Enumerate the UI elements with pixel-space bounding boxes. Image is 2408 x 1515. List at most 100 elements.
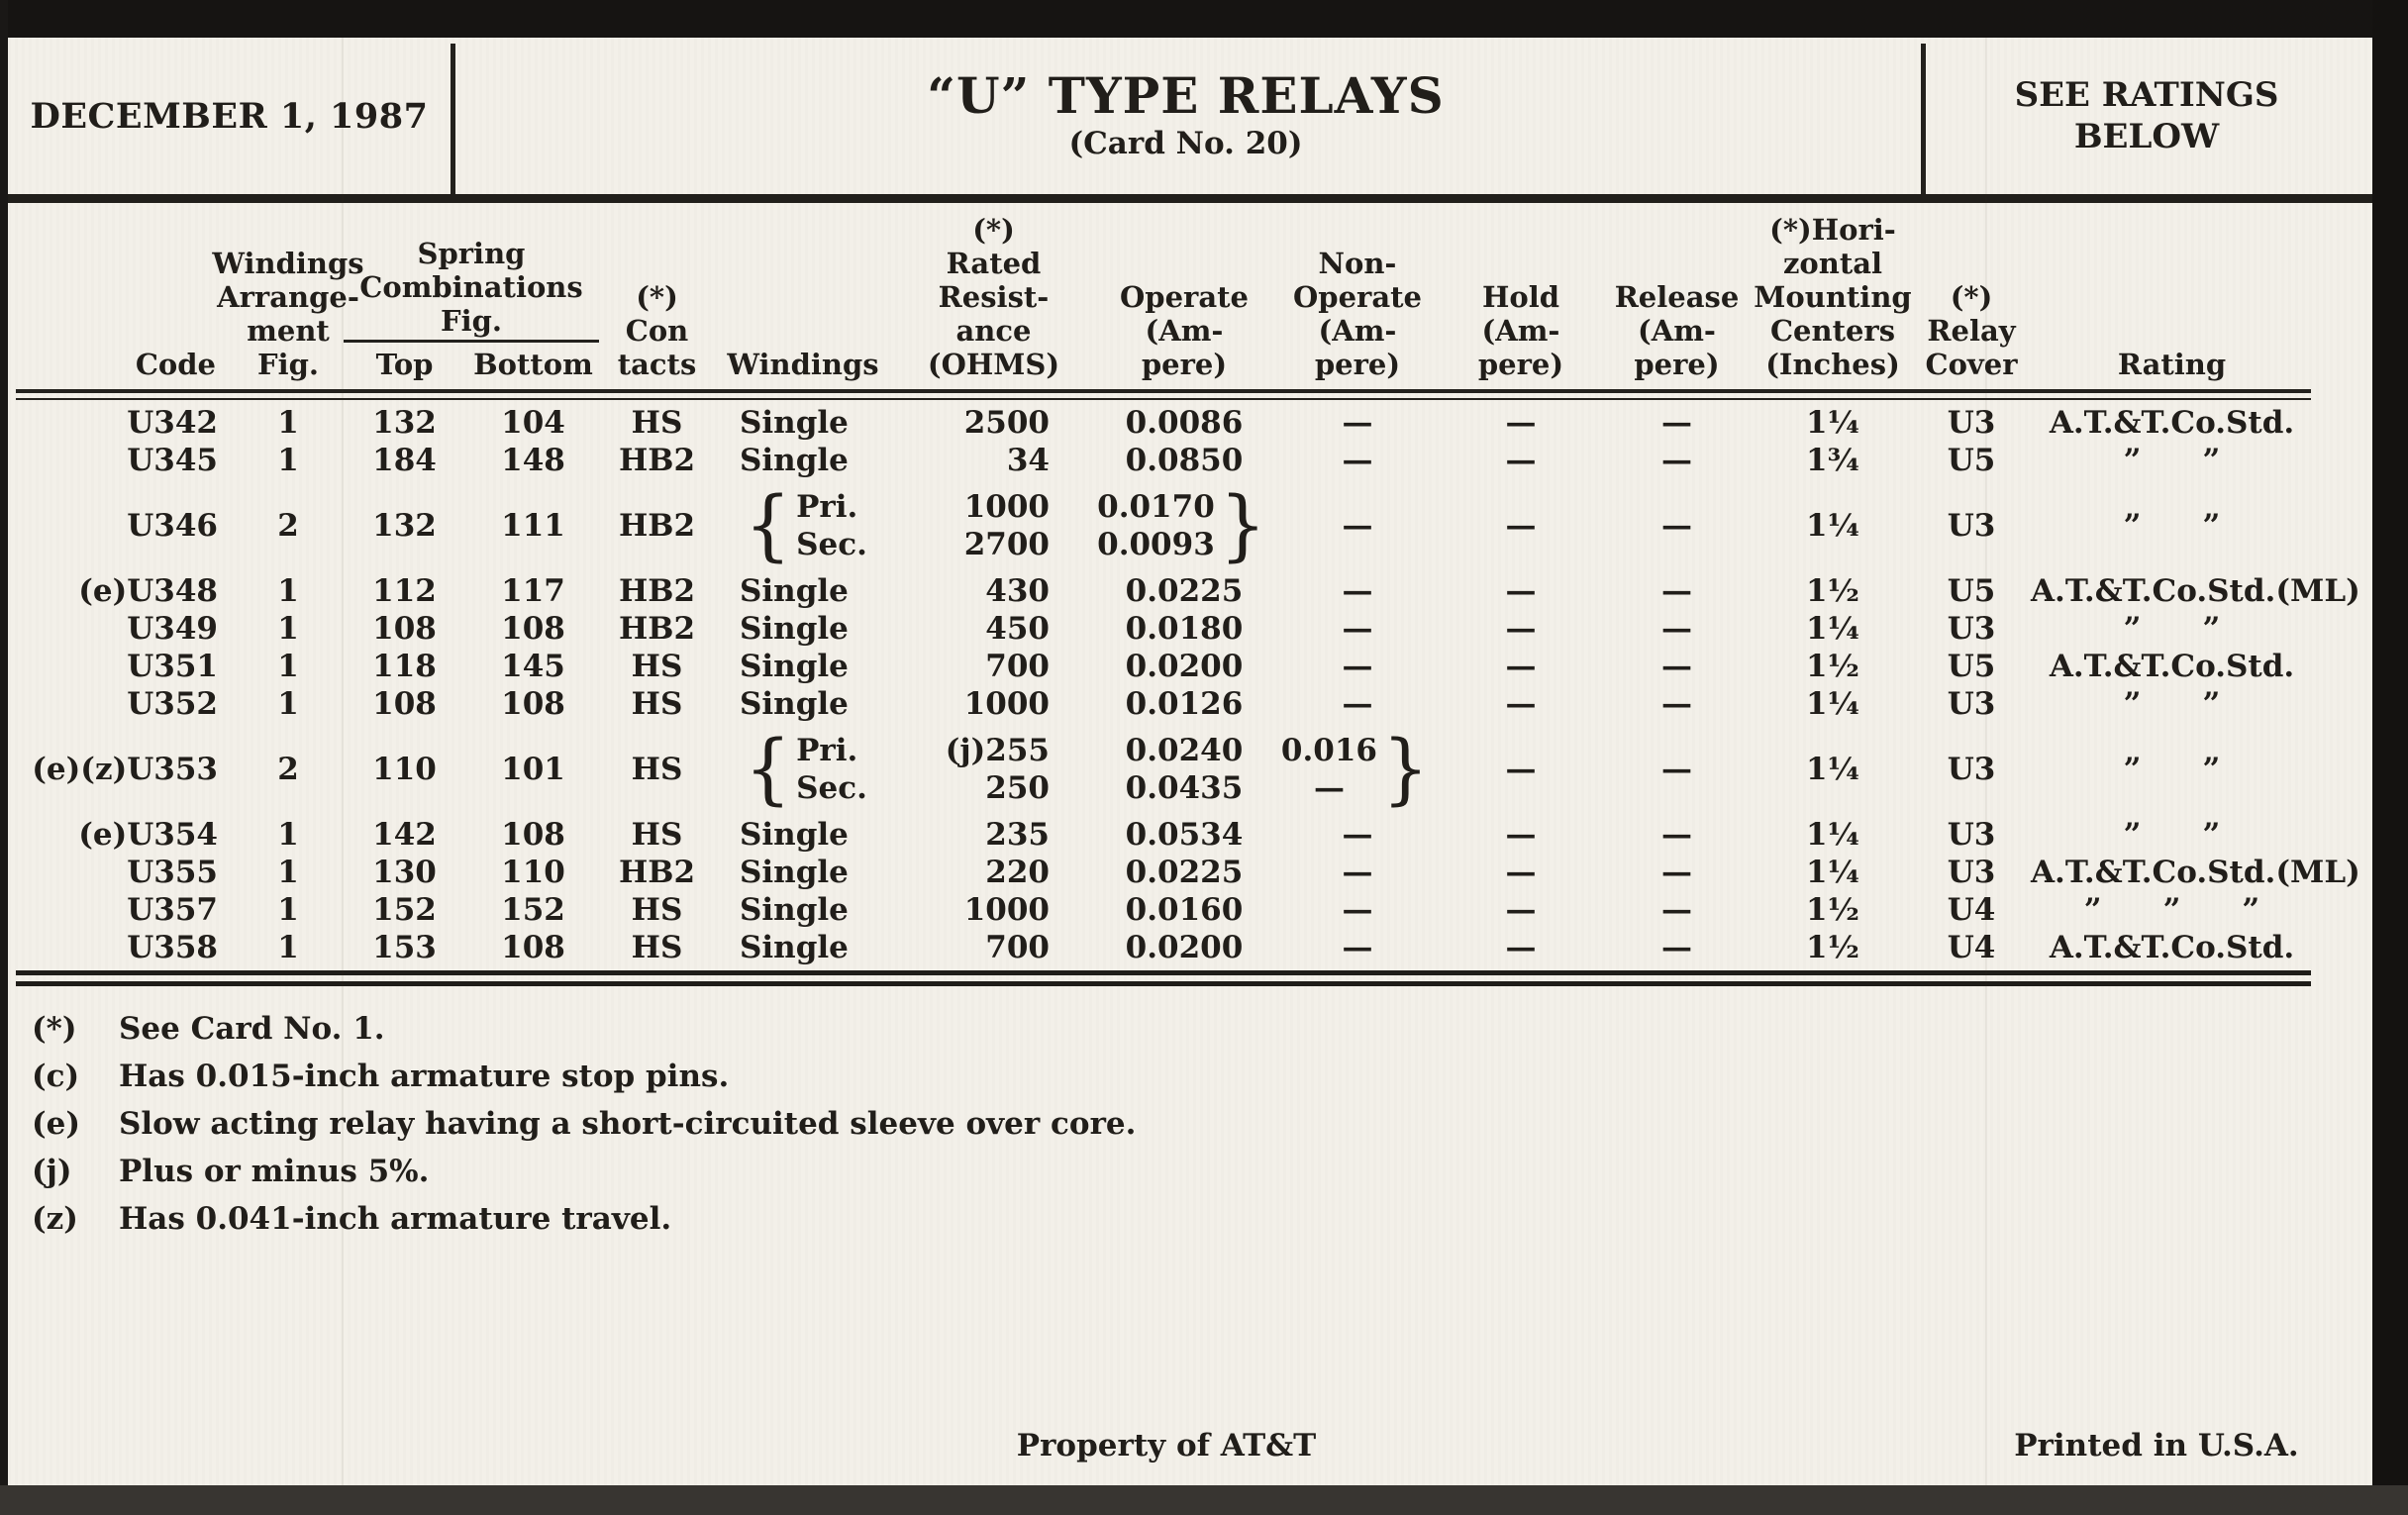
- cell-release: —: [1661, 611, 1692, 647]
- cell-rating: A.T.&T.Co.Std.: [2049, 405, 2295, 441]
- cell-windings: Single: [740, 817, 849, 853]
- cell-release: —: [1661, 573, 1692, 609]
- cell-mounting-centers: 1¼: [1806, 752, 1859, 787]
- cell-spring-top: 118: [372, 649, 437, 684]
- cell-mounting-centers: 1¼: [1806, 508, 1859, 544]
- cell-hold: —: [1505, 611, 1537, 647]
- cell-contacts: HB2: [618, 573, 696, 609]
- footnote-text: See Card No. 1.: [119, 1011, 385, 1047]
- cell-operate: 0.0170 0.0093}: [1097, 480, 1266, 571]
- cell-relay-cover: U5: [1947, 649, 1996, 684]
- footnote-text: Has 0.041-inch armature travel.: [119, 1201, 672, 1237]
- footnote-label: (j): [32, 1154, 72, 1189]
- winding-group-brace: {: [745, 480, 792, 571]
- winding-group-brace: {: [745, 724, 792, 815]
- cell-resistance: 450: [985, 611, 1050, 647]
- footnote: (*) See Card No. 1.: [8, 1012, 2372, 1046]
- cell-rating: ” ”: [2123, 508, 2221, 544]
- property-notice: Property of AT&T: [1016, 1428, 1317, 1464]
- cell-operate: 0.0200: [1125, 649, 1244, 684]
- cell-windings: Single: [740, 649, 849, 684]
- col-header-release: Release (Am- pere): [1614, 280, 1740, 381]
- footnote-label: (z): [32, 1201, 78, 1237]
- page-title: “U” TYPE RELAYS: [927, 66, 1445, 125]
- cell-arrangement-fig: 1: [277, 573, 299, 609]
- cell-mounting-centers: 1¼: [1806, 405, 1859, 441]
- cell-code: (e)U348: [78, 573, 218, 609]
- cell-relay-cover: U3: [1947, 508, 1996, 544]
- table-row: U357 1 152 152 HS Single 1000 0.0160 — — — 1½ U4 ” ” …: [16, 891, 2372, 929]
- header-divider-right: [1921, 44, 1926, 194]
- cell-hold: —: [1505, 892, 1537, 928]
- cell-resistance: 1000: [963, 686, 1050, 722]
- cell-rating: A.T.&T.Co.Std.(ML): [2031, 573, 2360, 609]
- cell-rating: A.T.&T.Co.Std.: [2049, 930, 2295, 965]
- cell-code: U345: [127, 443, 218, 478]
- cell-spring-bottom: 111: [501, 508, 565, 544]
- cell-non-operate: —: [1342, 573, 1373, 609]
- table-row: (e)U354 1 142 108 HS Single 235 0.0534 — — — 1¼ U3 ” …: [16, 816, 2372, 854]
- cell-mounting-centers: 1¾: [1806, 443, 1859, 478]
- col-header-non-operate: Non- Operate (Am- pere): [1293, 247, 1422, 381]
- cell-release: —: [1661, 405, 1692, 441]
- cell-non-operate: —: [1342, 855, 1373, 890]
- cell-operate: 0.0086: [1125, 405, 1244, 441]
- table-row: U358 1 153 108 HS Single 700 0.0200 — — — 1½ U4 A.T.&…: [16, 929, 2372, 966]
- cell-code: U346: [127, 508, 218, 544]
- cell-arrangement-fig: 2: [277, 752, 299, 787]
- cell-non-operate: —: [1342, 443, 1373, 478]
- cell-arrangement-fig: 1: [277, 649, 299, 684]
- cell-spring-bottom: 145: [501, 649, 565, 684]
- cell-non-operate: —: [1342, 892, 1373, 928]
- scan-fold-line: [1985, 38, 1987, 1485]
- cell-operate: 0.0225: [1125, 855, 1244, 890]
- table-row: U349 1 108 108 HB2 Single 450 0.0180 — — — 1¼ U3 ” ”: [16, 610, 2372, 648]
- cell-spring-bottom: 104: [501, 405, 565, 441]
- cell-code: U358: [127, 930, 218, 965]
- cell-mounting-centers: 1½: [1806, 649, 1859, 684]
- cell-operate: 0.0225: [1125, 573, 1244, 609]
- cell-resistance: 235: [985, 817, 1050, 853]
- cell-relay-cover: U5: [1947, 573, 1996, 609]
- cell-release: —: [1661, 892, 1692, 928]
- table-row: (e)(z)U353 2 110 101 HS {Pri. Sec. (j)255 250 0.0…: [16, 723, 2372, 816]
- cell-arrangement-fig: 1: [277, 930, 299, 965]
- footnote: (j) Plus or minus 5%.: [8, 1155, 2372, 1188]
- col-header-windings-arrangement: Windings Arrange- ment Fig.: [212, 247, 364, 381]
- table-row: U355 1 130 110 HB2 Single 220 0.0225 — — — 1¼ U3 A.T.…: [16, 854, 2372, 891]
- col-header-resistance: (*) Rated Resist- ance (OHMS): [927, 213, 1060, 381]
- cell-mounting-centers: 1¼: [1806, 686, 1859, 722]
- cell-release: —: [1661, 443, 1692, 478]
- cell-release: —: [1661, 649, 1692, 684]
- col-header-code: Code: [135, 348, 216, 381]
- cell-relay-cover: U3: [1947, 752, 1996, 787]
- printed-notice: Printed in U.S.A.: [2014, 1428, 2299, 1464]
- footnote: (z) Has 0.041-inch armature travel.: [8, 1202, 2372, 1236]
- col-header-mounting-centers: (*)Hori- zontal Mounting Centers (Inches…: [1754, 213, 1912, 381]
- cell-spring-bottom: 110: [501, 855, 565, 890]
- cell-resistance: 220: [985, 855, 1050, 890]
- cell-rating: ” ”: [2123, 443, 2221, 478]
- cell-hold: —: [1505, 508, 1537, 544]
- cell-contacts: HB2: [618, 611, 696, 647]
- cell-rating: ” ”: [2123, 686, 2221, 722]
- cell-spring-top: 132: [372, 405, 437, 441]
- cell-non-operate: —: [1342, 611, 1373, 647]
- cell-code: U349: [127, 611, 218, 647]
- cell-code: U357: [127, 892, 218, 928]
- relay-data-card: DECEMBER 1, 1987 “U” TYPE RELAYS (Card N…: [8, 38, 2372, 1485]
- col-header-spring-combinations: Spring Combinations Fig. Top Bottom: [343, 237, 600, 389]
- cell-windings: Single: [740, 855, 849, 890]
- table-row: U346 2 132 111 HB2 {Pri. Sec. 1000 2700 0.0170 0.0…: [16, 479, 2372, 572]
- cell-rating: ” ”: [2123, 752, 2221, 787]
- col-header-relay-cover: (*) Relay Cover: [1925, 280, 2018, 381]
- col-header-hold: Hold (Am- pere): [1477, 280, 1564, 381]
- cell-non-operate: —: [1342, 686, 1373, 722]
- cell-mounting-centers: 1½: [1806, 892, 1859, 928]
- cell-rating: ” ”: [2123, 611, 2221, 647]
- footnote-text: Slow acting relay having a short-circuit…: [119, 1106, 1137, 1142]
- cell-hold: —: [1505, 649, 1537, 684]
- cell-non-operate: —: [1342, 508, 1373, 544]
- cell-relay-cover: U5: [1947, 443, 1996, 478]
- cell-spring-top: 112: [372, 573, 437, 609]
